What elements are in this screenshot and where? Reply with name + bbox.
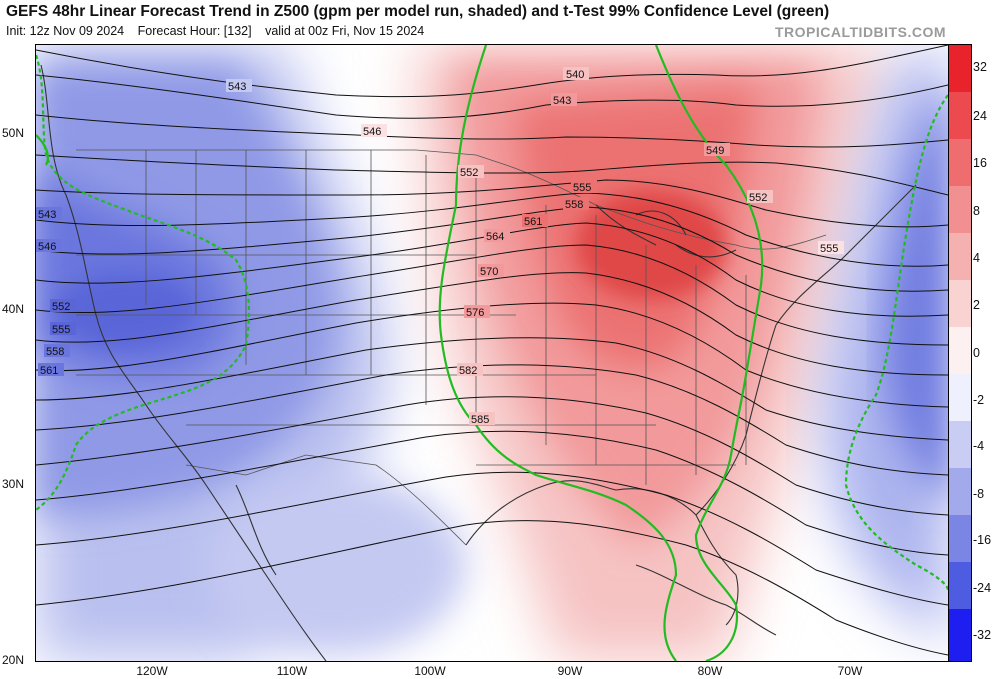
cb-swatch-2 (949, 92, 971, 139)
contour-576 (36, 364, 948, 476)
colorbar-label: -24 (973, 581, 992, 595)
cb-swatch-9 (949, 421, 971, 468)
contour-543 (36, 74, 948, 119)
cb-swatch-4 (949, 186, 971, 233)
latitude-label: 50N (2, 126, 25, 140)
colorbar-label: 2 (973, 298, 980, 312)
longitude-label: 110W (276, 664, 308, 678)
cb-swatch-10 (949, 468, 971, 515)
cb-swatch-1 (949, 45, 971, 92)
state-zonal-lines (76, 254, 736, 466)
contour-549 (36, 154, 948, 196)
contour-label-555-central: 555 (573, 182, 591, 194)
chart-subtitle: Init: 12z Nov 09 2024 Forecast Hour: [13… (6, 24, 434, 38)
colorbar-label: 16 (973, 156, 987, 170)
cuba-coast (635, 564, 777, 636)
valid-time: valid at 00z Fri, Nov 15 2024 (265, 24, 425, 38)
longitude-label: 90W (557, 664, 583, 678)
atlantic-coast (695, 184, 917, 516)
colorbar-label: -4 (973, 439, 985, 453)
pacific-coast (40, 64, 327, 661)
brand-watermark: TROPICALTIDBITS.COM (774, 24, 946, 40)
contour-label-570: 570 (480, 266, 498, 278)
contour-label-552-east: 552 (749, 192, 767, 204)
contour-label-558: 558 (565, 199, 583, 211)
colorbar-label: -2 (973, 393, 985, 407)
contour-label-561: 561 (524, 216, 542, 228)
contour-564 (36, 244, 948, 346)
contour-540 (36, 45, 948, 98)
contour-567 (36, 272, 948, 376)
contour-label-543-pacific: 543 (38, 209, 56, 221)
contour-label-546-pacific: 546 (38, 241, 56, 253)
contour-label-582: 582 (459, 365, 477, 377)
init-time: Init: 12z Nov 09 2024 (6, 24, 125, 38)
cb-swatch-7 (949, 327, 971, 374)
latitude-label: 30N (2, 477, 25, 491)
cb-swatch-12 (949, 562, 971, 609)
contour-label-564: 564 (486, 231, 504, 243)
contour-555 (36, 192, 948, 267)
chart-title: GEFS 48hr Linear Forecast Trend in Z500 … (6, 3, 830, 20)
latitude-label: 40N (2, 302, 25, 316)
contour-label-543-east: 543 (553, 95, 571, 107)
colorbar (948, 44, 972, 662)
contour-label-540: 540 (566, 69, 584, 81)
colorbar-label: 0 (973, 346, 980, 360)
contour-546 (36, 114, 948, 148)
confidence-contours (36, 45, 948, 661)
contour-label-552-pacific: 552 (52, 301, 70, 313)
map-svg: 540 543 543 546 549 552 552 555 555 558 … (36, 45, 948, 661)
contour-582 (36, 430, 948, 556)
trend-shading (36, 45, 948, 661)
colorbar-label: -16 (973, 533, 992, 547)
cb-swatch-8 (949, 374, 971, 421)
longitude-label: 120W (136, 664, 168, 678)
colorbar-label: -8 (973, 487, 985, 501)
cb-swatch-5 (949, 233, 971, 280)
great-lakes-border (505, 164, 827, 250)
colorbar-label: 4 (973, 251, 980, 265)
colorbar-label: 32 (973, 60, 987, 74)
contour-label-552-central: 552 (460, 167, 478, 179)
cb-swatch-6 (949, 280, 971, 327)
colorbar-svg (949, 45, 971, 661)
cb-swatch-3 (949, 139, 971, 186)
contour-label-546: 546 (363, 126, 381, 138)
contour-585 (36, 471, 948, 606)
contour-588 (36, 520, 948, 656)
contour-label-576: 576 (466, 307, 484, 319)
confidence-central-west (438, 45, 678, 661)
cb-swatch-11 (949, 515, 971, 562)
colorbar-label: 8 (973, 204, 980, 218)
forecast-map[interactable]: 540 543 543 546 549 552 552 555 555 558 … (35, 44, 949, 662)
colorbar-label: -32 (973, 628, 992, 642)
colorbar-label: 24 (973, 109, 987, 123)
contour-570 (36, 302, 948, 408)
contour-label-558-pacific: 558 (46, 346, 64, 358)
confidence-central-east (654, 45, 764, 661)
confidence-northwest-fragment (36, 134, 50, 166)
contour-label-585: 585 (471, 414, 489, 426)
positive-core-max (576, 190, 726, 300)
contour-label-555-pacific: 555 (52, 324, 70, 336)
longitude-label: 100W (414, 664, 446, 678)
longitude-label: 70W (837, 664, 863, 678)
contour-label-543-west: 543 (228, 81, 246, 93)
contour-labels: 540 543 543 546 549 552 552 555 555 558 … (36, 67, 844, 426)
latitude-label: 20N (2, 653, 25, 667)
longitude-label: 80W (697, 664, 723, 678)
negative-region-atlantic-core (885, 85, 948, 505)
negative-region-mexico (206, 475, 466, 655)
contour-573 (36, 337, 948, 441)
contour-561 (36, 222, 948, 317)
contour-label-561-pacific: 561 (40, 365, 58, 377)
us-mexico-border (185, 454, 467, 546)
baja-coast (235, 484, 277, 576)
contour-579 (36, 396, 948, 516)
forecast-hour: Forecast Hour: [132] (137, 24, 252, 38)
contour-label-555-east: 555 (820, 243, 838, 255)
contour-label-549: 549 (706, 145, 724, 157)
cb-swatch-13 (949, 609, 971, 661)
